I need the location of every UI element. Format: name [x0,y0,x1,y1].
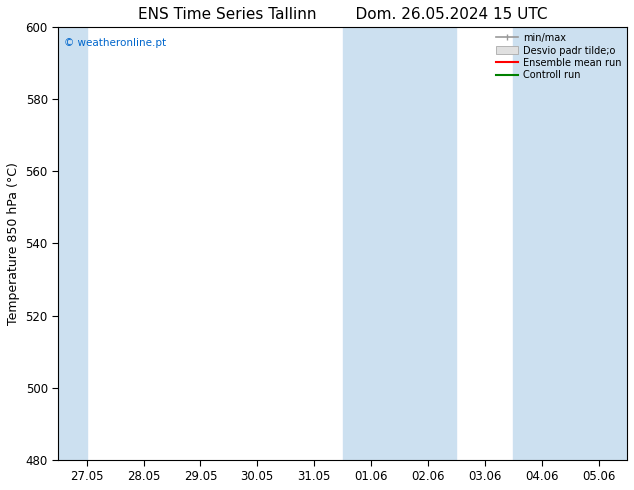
Y-axis label: Temperature 850 hPa (°C): Temperature 850 hPa (°C) [7,162,20,325]
Bar [58,27,87,460]
Text: © weatheronline.pt: © weatheronline.pt [64,38,166,48]
Bar [342,27,456,460]
Title: ENS Time Series Tallinn        Dom. 26.05.2024 15 UTC: ENS Time Series Tallinn Dom. 26.05.2024 … [138,7,547,22]
Legend: min/max, Desvio padr tilde;o, Ensemble mean run, Controll run: min/max, Desvio padr tilde;o, Ensemble m… [493,29,625,84]
Bar [514,27,627,460]
